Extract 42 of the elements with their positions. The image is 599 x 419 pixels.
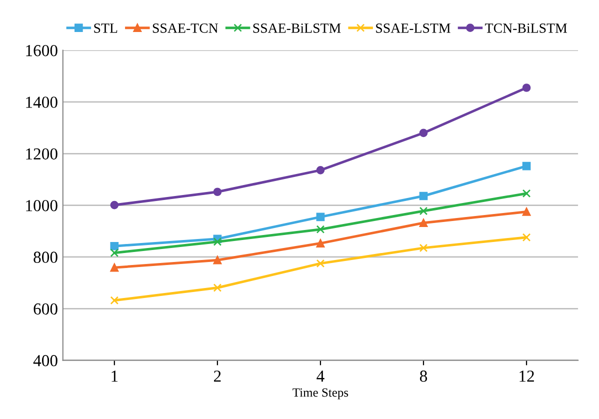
point [213,238,222,246]
y-tick-label: 1000 [26,200,58,212]
point [419,206,428,216]
point [522,84,531,92]
point [316,225,325,234]
point [419,244,428,252]
point [316,259,325,268]
y-tick-label: 800 [34,252,58,263]
y-tick-label: 1600 [26,44,58,56]
point [110,200,119,210]
legend-label: SSAE-TCN [152,24,218,33]
x-tick-label: 12 [520,370,534,382]
x-tick-label: 4 [316,370,324,382]
x-tick-label: 1 [112,370,118,382]
point [110,296,119,305]
x-tick-label: 8 [420,370,428,382]
point [316,166,325,174]
x-tick-label: 2 [214,370,221,382]
point [419,192,428,200]
point [316,212,325,222]
x-axis-title: Time Steps [292,388,348,400]
point [213,284,222,292]
point [316,239,325,248]
y-tick-label: 1400 [26,96,58,108]
point [110,242,119,250]
legend-label: SSAE-BiLSTM [253,24,341,33]
point [110,263,119,272]
point [419,128,428,138]
point [213,188,222,196]
point [522,189,531,198]
point [419,218,428,228]
point [522,233,531,242]
point [110,248,119,258]
y-tick-label: 400 [33,355,58,366]
point [522,162,531,170]
y-tick-label: 1200 [26,148,58,160]
y-tick-label: 600 [34,303,58,315]
legend-label: TCN-BiLSTM [485,24,567,33]
legend-label: SSAE-LSTM [376,24,450,33]
point [522,208,531,216]
point [213,256,222,264]
legend-label: STL [94,24,118,33]
